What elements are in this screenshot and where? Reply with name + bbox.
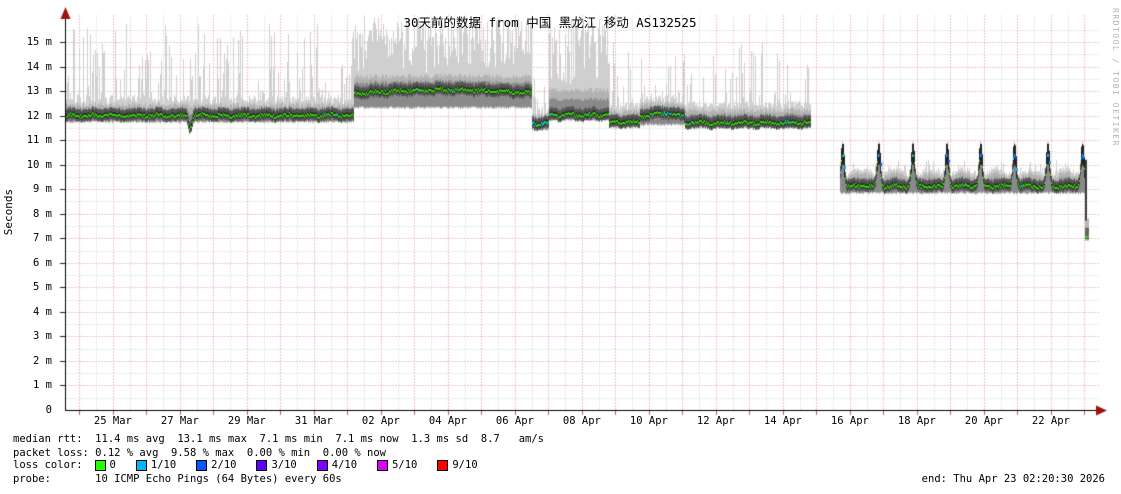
loss-color-entry: 4/10 — [316, 459, 358, 471]
y-tick-label: 7 m — [33, 232, 52, 245]
loss-color-value: 0 — [109, 459, 116, 471]
y-tick-label: 4 m — [33, 305, 52, 318]
y-tick-label: 2 m — [33, 354, 52, 367]
packet-loss-stats: packet loss: 0.12 % avg 9.58 % max 0.00 … — [13, 446, 386, 459]
loss-color-swatch — [196, 459, 208, 471]
loss-color-value: 9/10 — [452, 459, 478, 471]
loss-color-label: loss color: — [13, 459, 83, 471]
loss-color-swatch — [377, 459, 389, 471]
y-tick-label: 8 m — [33, 207, 52, 220]
loss-color-value: 5/10 — [392, 459, 418, 471]
x-tick-label: 31 Mar — [294, 415, 333, 427]
loss-color-value: 1/10 — [150, 459, 177, 471]
x-tick-label: 14 Apr — [763, 415, 802, 427]
graph-title: 30天前的数据 from 中国 黑龙江 移动 AS132525 — [403, 15, 697, 30]
x-tick-label: 27 Mar — [160, 415, 199, 427]
y-tick-label: 5 m — [33, 281, 52, 294]
y-tick-label: 3 m — [33, 330, 52, 343]
median-rtt-stats: median rtt: 11.4 ms avg 13.1 ms max 7.1 … — [13, 433, 545, 445]
x-tick-label: 08 Apr — [562, 415, 601, 427]
loss-color-entries: 0 1/10 2/10 3/10 4/10 5/10 9/10 — [94, 459, 478, 471]
loss-color-value: 3/10 — [271, 459, 297, 471]
x-tick-label: 29 Mar — [227, 415, 266, 427]
loss-color-swatch — [316, 459, 328, 471]
probe-info: probe: 10 ICMP Echo Pings (64 Bytes) eve… — [13, 473, 342, 485]
loss-color-entry: 0 — [94, 459, 116, 471]
loss-color-swatch — [256, 459, 268, 471]
loss-color-legend: loss color: 0 1/10 2/10 3/10 4/10 5/10 9/10 — [13, 459, 478, 471]
y-tick-label: 13 m — [26, 85, 52, 98]
rrdtool-watermark: RRDTOOL / TOBI OETIKER — [1111, 8, 1120, 147]
loss-color-swatch — [437, 459, 449, 471]
x-tick-label: 04 Apr — [428, 415, 467, 427]
loss-color-entry: 3/10 — [256, 459, 297, 471]
y-tick-label: 9 m — [33, 183, 52, 196]
end-timestamp: end: Thu Apr 23 02:20:30 2026 — [921, 473, 1105, 485]
y-tick-label: 15 m — [26, 36, 52, 49]
loss-color-entry: 9/10 — [437, 459, 478, 471]
loss-color-swatch — [135, 459, 147, 471]
x-tick-label: 20 Apr — [964, 415, 1003, 427]
x-tick-label: 18 Apr — [897, 415, 936, 427]
loss-color-entry: 1/10 — [135, 459, 177, 471]
x-tick-label: 02 Apr — [361, 415, 400, 427]
loss-color-entry: 2/10 — [196, 459, 236, 471]
y-tick-label: 14 m — [26, 60, 52, 73]
x-tick-label: 10 Apr — [629, 415, 668, 427]
x-tick-label: 22 Apr — [1031, 415, 1070, 427]
x-tick-label: 16 Apr — [830, 415, 869, 427]
y-axis-label: Seconds — [2, 188, 15, 236]
loss-color-entry: 5/10 — [377, 459, 417, 471]
loss-color-swatch — [94, 459, 106, 471]
x-tick-label: 12 Apr — [696, 415, 735, 427]
y-tick-label: 12 m — [26, 109, 52, 122]
x-tick-label: 06 Apr — [495, 415, 534, 427]
y-tick-label: 6 m — [33, 256, 52, 269]
y-tick-label: 0 — [45, 404, 52, 416]
y-tick-label: 11 m — [26, 134, 52, 147]
loss-color-value: 4/10 — [331, 459, 358, 471]
y-tick-label: 10 m — [26, 158, 52, 171]
x-tick-label: 25 Mar — [93, 415, 132, 427]
loss-color-value: 2/10 — [211, 459, 237, 471]
y-tick-label: 1 m — [33, 379, 52, 392]
